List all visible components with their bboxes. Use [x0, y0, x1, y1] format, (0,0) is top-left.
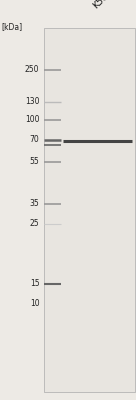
Text: 70: 70	[30, 136, 39, 144]
Text: 55: 55	[30, 158, 39, 166]
Text: 250: 250	[25, 66, 39, 74]
Text: 100: 100	[25, 116, 39, 124]
Text: [kDa]: [kDa]	[1, 22, 22, 31]
Text: 35: 35	[30, 200, 39, 208]
Text: 130: 130	[25, 98, 39, 106]
Text: 25: 25	[30, 220, 39, 228]
Text: K562: K562	[92, 0, 114, 10]
Text: 15: 15	[30, 280, 39, 288]
Bar	[44, 28, 135, 392]
Text: 10: 10	[30, 300, 39, 308]
